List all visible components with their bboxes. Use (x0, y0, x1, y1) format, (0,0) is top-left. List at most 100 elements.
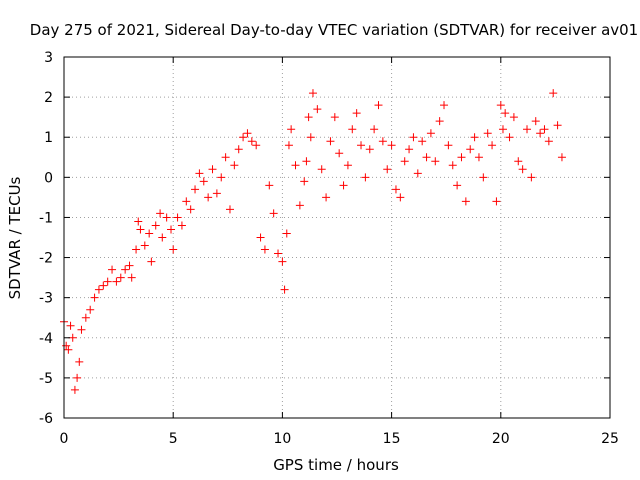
data-point (426, 129, 435, 138)
data-point (335, 149, 344, 158)
x-axis-ticks: 0 5 10 15 20 25 (60, 57, 619, 447)
data-point (370, 125, 379, 134)
y-tick-label: -6 (39, 411, 53, 427)
data-point (422, 153, 431, 162)
data-point (147, 257, 156, 266)
data-point (418, 137, 427, 146)
data-point (103, 277, 112, 286)
data-point (431, 157, 440, 166)
data-point (339, 181, 348, 190)
data-point (444, 141, 453, 150)
data-point (284, 141, 293, 150)
data-point (252, 141, 261, 150)
x-axis-title: GPS time / hours (273, 456, 399, 474)
data-point (453, 181, 462, 190)
data-point (121, 265, 130, 274)
data-point (492, 197, 501, 206)
data-point (68, 333, 77, 342)
data-point (195, 169, 204, 178)
data-point (483, 129, 492, 138)
x-tick-label: 15 (383, 431, 401, 447)
data-point (112, 277, 121, 286)
data-point (498, 125, 507, 134)
data-point (330, 113, 339, 122)
data-point (466, 145, 475, 154)
data-point (62, 341, 71, 350)
data-point (94, 285, 103, 294)
data-point (256, 233, 265, 242)
y-axis-ticks: -6 -5 -4 -3 -2 -1 0 1 2 3 (39, 50, 610, 427)
data-point (317, 165, 326, 174)
data-point (269, 209, 278, 218)
y-tick-label: -4 (39, 331, 53, 347)
data-point (108, 265, 117, 274)
data-point (265, 181, 274, 190)
data-point (287, 125, 296, 134)
data-point (239, 133, 248, 142)
data-point (208, 165, 217, 174)
data-point (391, 185, 400, 194)
data-point (282, 229, 291, 238)
x-tick-label: 25 (601, 431, 619, 447)
chart-title: Day 275 of 2021, Sidereal Day-to-day VTE… (30, 21, 638, 39)
data-point (66, 321, 75, 330)
y-tick-label: -1 (39, 210, 53, 226)
data-point (300, 177, 309, 186)
data-point (247, 137, 256, 146)
data-point (405, 145, 414, 154)
grid-lines (64, 57, 610, 418)
data-point (348, 125, 357, 134)
x-tick-label: 20 (492, 431, 510, 447)
data-point (136, 225, 145, 234)
y-tick-label: -5 (39, 371, 53, 387)
data-point (553, 121, 562, 130)
y-tick-label: 1 (44, 130, 53, 146)
data-point (260, 245, 269, 254)
y-axis-title: SDTVAR / TECUs (6, 176, 24, 299)
y-tick-label: -2 (39, 251, 53, 267)
data-point (199, 177, 208, 186)
y-tick-label: 3 (44, 50, 53, 66)
data-point (474, 153, 483, 162)
data-point (514, 157, 523, 166)
data-point (365, 145, 374, 154)
x-tick-label: 10 (273, 431, 291, 447)
data-point (173, 213, 182, 222)
data-point (73, 373, 82, 382)
data-point (470, 133, 479, 142)
data-point (225, 205, 234, 214)
data-point (169, 245, 178, 254)
data-point (156, 209, 165, 218)
data-point (302, 157, 311, 166)
data-point (496, 101, 505, 110)
data-point (125, 261, 134, 270)
data-point (448, 161, 457, 170)
data-point (383, 165, 392, 174)
data-point (177, 221, 186, 230)
y-tick-label: 2 (44, 90, 53, 106)
data-point (536, 129, 545, 138)
data-point (212, 189, 221, 198)
data-point (243, 129, 252, 138)
data-point (217, 173, 226, 182)
data-point (361, 173, 370, 182)
data-point (396, 193, 405, 202)
data-point (127, 273, 136, 282)
data-point (440, 101, 449, 110)
data-point (378, 137, 387, 146)
data-point (527, 173, 536, 182)
data-point (374, 101, 383, 110)
data-point (116, 273, 125, 282)
data-point (230, 161, 239, 170)
data-point (387, 141, 396, 150)
data-points (60, 89, 566, 394)
y-tick-label: 0 (44, 170, 53, 186)
data-point (77, 325, 86, 334)
data-point (557, 153, 566, 162)
data-point (162, 213, 171, 222)
data-point (99, 281, 108, 290)
data-point (295, 201, 304, 210)
data-point (191, 185, 200, 194)
data-point (306, 133, 315, 142)
